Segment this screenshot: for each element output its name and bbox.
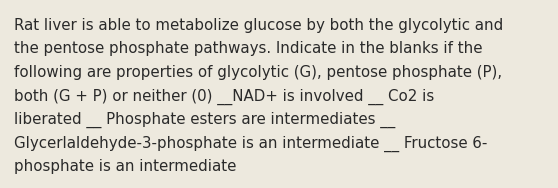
Text: Glycerlaldehyde-3-phosphate is an intermediate __ Fructose 6-: Glycerlaldehyde-3-phosphate is an interm… [14,136,487,152]
Text: liberated __ Phosphate esters are intermediates __: liberated __ Phosphate esters are interm… [14,112,395,128]
Text: Rat liver is able to metabolize glucose by both the glycolytic and: Rat liver is able to metabolize glucose … [14,18,503,33]
Text: both (G + P) or neither (0) __NAD+ is involved __ Co2 is: both (G + P) or neither (0) __NAD+ is in… [14,89,434,105]
Text: following are properties of glycolytic (G), pentose phosphate (P),: following are properties of glycolytic (… [14,65,502,80]
Text: phosphate is an intermediate: phosphate is an intermediate [14,159,237,174]
Text: the pentose phosphate pathways. Indicate in the blanks if the: the pentose phosphate pathways. Indicate… [14,42,483,57]
